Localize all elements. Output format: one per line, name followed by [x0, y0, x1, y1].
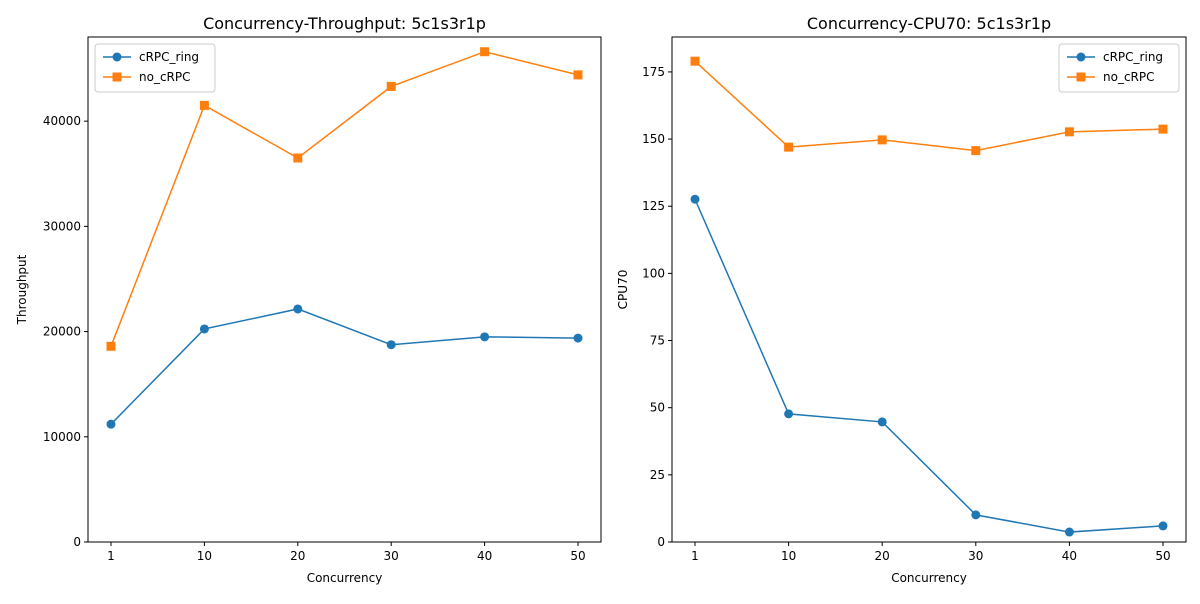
- y-tick-label: 150: [642, 132, 665, 146]
- data-point: [784, 409, 794, 419]
- y-axis-label: Throughput: [15, 254, 29, 325]
- y-tick-label: 175: [642, 65, 665, 79]
- x-tick-label: 40: [477, 549, 492, 563]
- data-point: [877, 135, 887, 145]
- data-point: [877, 417, 887, 427]
- x-tick-label: 50: [1155, 549, 1170, 563]
- data-point: [106, 341, 116, 351]
- data-point: [971, 146, 981, 156]
- legend-swatch-marker: [112, 72, 122, 82]
- legend: cRPC_ring no_cRPC: [1058, 43, 1180, 93]
- series-line: [694, 198, 1164, 533]
- data-point: [1064, 127, 1074, 137]
- x-axis-label: Concurrency: [891, 571, 967, 585]
- data-point: [293, 304, 303, 314]
- axes-frame: [87, 36, 602, 543]
- data-point: [1064, 527, 1074, 537]
- chart-title: Concurrency-CPU70: 5c1s3r1p: [807, 14, 1051, 33]
- y-tick-label: 10000: [43, 430, 81, 444]
- y-tick-label: 25: [650, 468, 665, 482]
- x-tick-label: 20: [875, 549, 890, 563]
- data-point: [784, 142, 794, 152]
- data-point: [386, 81, 396, 91]
- x-axis-label: Concurrency: [307, 571, 383, 585]
- series-line: [110, 308, 579, 425]
- legend-label: no_cRPC: [139, 70, 191, 84]
- data-point: [573, 70, 583, 80]
- data-point: [1158, 521, 1168, 531]
- legend-swatch-marker: [1076, 52, 1086, 62]
- x-tick-label: 10: [197, 549, 212, 563]
- data-point: [106, 419, 116, 429]
- data-point: [971, 510, 981, 520]
- x-tick-label: 30: [384, 549, 399, 563]
- chart-cpu70: Concurrency-CPU70: 5c1s3r1p 1 10 20 30 40 50 0 2…: [616, 14, 1187, 585]
- series-line: [110, 50, 579, 347]
- series-line: [694, 60, 1164, 152]
- y-tick-label: 0: [73, 535, 81, 549]
- data-point: [690, 194, 700, 204]
- series-cRPC_ring: [690, 194, 1168, 537]
- legend-swatch-marker: [112, 52, 122, 62]
- data-point: [480, 332, 490, 342]
- data-point: [573, 333, 583, 343]
- legend-label: cRPC_ring: [139, 50, 199, 64]
- y-tick-label: 0: [657, 535, 665, 549]
- y-tick-label: 30000: [43, 219, 81, 233]
- data-point: [293, 153, 303, 163]
- legend-box: [94, 43, 216, 93]
- x-tick-label: 10: [781, 549, 796, 563]
- data-point: [199, 324, 209, 334]
- data-point: [480, 47, 490, 57]
- legend-swatch-marker: [1076, 72, 1086, 82]
- series-no_cRPC: [690, 56, 1168, 156]
- x-tick-label: 20: [290, 549, 305, 563]
- legend-label: no_cRPC: [1103, 70, 1155, 84]
- x-tick-label: 30: [968, 549, 983, 563]
- data-point: [690, 56, 700, 66]
- y-tick-label: 40000: [43, 114, 81, 128]
- legend-box: [1058, 43, 1180, 93]
- data-point: [199, 100, 209, 110]
- legend: cRPC_ring no_cRPC: [94, 43, 216, 93]
- data-point: [386, 340, 396, 350]
- y-tick-label: 100: [642, 266, 665, 280]
- axes-frame: [671, 36, 1187, 543]
- x-tick-label: 40: [1062, 549, 1077, 563]
- y-tick-label: 125: [642, 199, 665, 213]
- series-no_cRPC: [106, 47, 583, 351]
- legend-label: cRPC_ring: [1103, 50, 1163, 64]
- y-tick-label: 50: [650, 401, 665, 415]
- data-point: [1158, 124, 1168, 134]
- y-axis-label: CPU70: [616, 270, 630, 310]
- chart-title: Concurrency-Throughput: 5c1s3r1p: [203, 14, 486, 33]
- y-tick-label: 75: [650, 334, 665, 348]
- x-tick-label: 50: [570, 549, 585, 563]
- x-tick-label: 1: [107, 549, 115, 563]
- y-tick-label: 20000: [43, 325, 81, 339]
- x-tick-label: 1: [691, 549, 699, 563]
- series-cRPC_ring: [106, 304, 583, 429]
- chart-throughput: Concurrency-Throughput: 5c1s3r1p 1 10 20 30 4…: [15, 14, 602, 585]
